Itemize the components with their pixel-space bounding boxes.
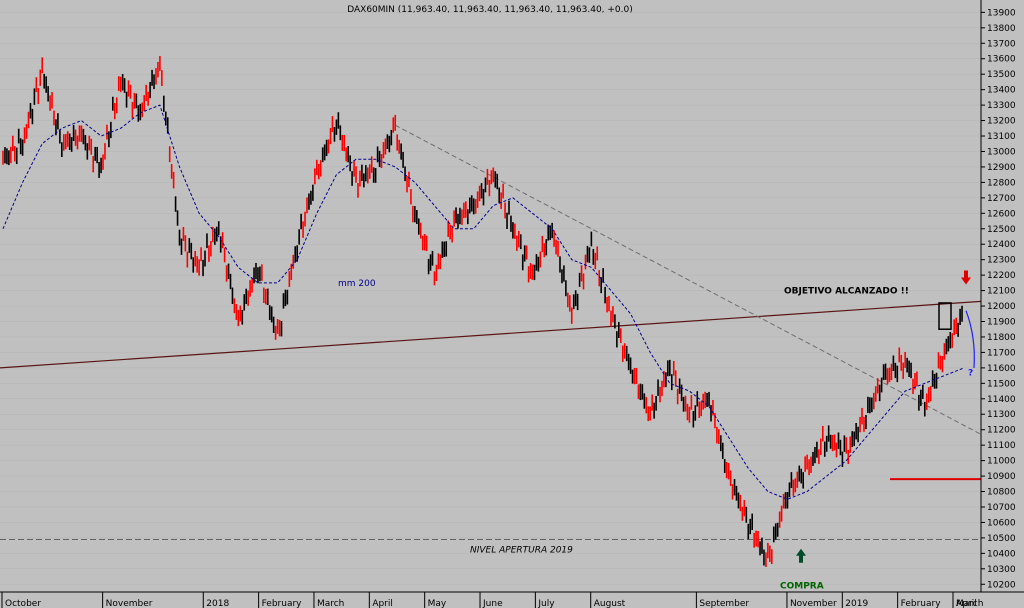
- y-tick-label: 12600: [987, 209, 1016, 219]
- moving-average-layer: [2, 104, 965, 500]
- y-tick-label: 13500: [987, 70, 1016, 80]
- y-tick-label: 12800: [987, 178, 1016, 188]
- x-tick-label: July: [537, 599, 555, 608]
- y-tick-label: 13200: [987, 117, 1016, 127]
- y-tick-label: 10700: [987, 503, 1016, 513]
- buy-text: COMPRA: [780, 581, 824, 591]
- y-tick-label: 13600: [987, 55, 1016, 65]
- chart-title: DAX60MIN (11,963.40, 11,963.40, 11,963.4…: [347, 5, 633, 15]
- y-tick-label: 13700: [987, 39, 1016, 49]
- y-tick-label: 13300: [987, 101, 1016, 111]
- support-trendline: [0, 300, 982, 369]
- objective-text: OBJETIVO ALCANZADO !!: [784, 287, 909, 297]
- buy-arrow-icon: [796, 548, 806, 563]
- moving-average-line: [2, 104, 965, 500]
- y-tick-label: 13100: [987, 132, 1016, 142]
- y-tick-label: 13800: [987, 24, 1016, 34]
- y-tick-label: 13900: [987, 8, 1016, 18]
- sell-arrow-icon: [961, 270, 971, 285]
- grid: [0, 12, 981, 585]
- x-tick-label: February: [262, 599, 303, 608]
- y-tick-label: 11200: [987, 426, 1016, 436]
- y-tick-label: 10800: [987, 488, 1016, 498]
- y-tick-label: 11100: [987, 441, 1016, 451]
- question-mark: ?: [968, 369, 973, 379]
- y-tick-label: 11800: [987, 333, 1016, 343]
- y-tick-label: 12300: [987, 256, 1016, 266]
- x-tick-label: October: [5, 599, 41, 608]
- y-tick-label: 10200: [987, 580, 1016, 590]
- x-tick-label: April: [956, 599, 977, 608]
- y-tick-label: 11000: [987, 457, 1016, 467]
- y-tick-label: 10900: [987, 472, 1016, 482]
- y-tick-label: 12200: [987, 271, 1016, 281]
- overlays: [0, 124, 982, 540]
- y-tick-label: 11500: [987, 379, 1016, 389]
- x-tick-label: February: [901, 599, 942, 608]
- x-tick-label: June: [482, 599, 503, 608]
- y-tick-label: 11700: [987, 348, 1016, 358]
- y-tick-label: 10300: [987, 565, 1016, 575]
- y-tick-label: 11300: [987, 410, 1016, 420]
- y-tick-label: 13000: [987, 147, 1016, 157]
- x-tick-label: September: [699, 599, 749, 608]
- candles: [2, 56, 963, 568]
- y-tick-label: 12700: [987, 194, 1016, 204]
- x-tick-label: 2018: [206, 599, 229, 608]
- projection-curve: [965, 310, 975, 368]
- y-tick-label: 10600: [987, 518, 1016, 528]
- opening-level-text: NIVEL APERTURA 2019: [470, 545, 573, 555]
- y-tick-label: 11900: [987, 318, 1016, 328]
- x-tick-label: April: [372, 599, 393, 608]
- y-tick-label: 10500: [987, 534, 1016, 544]
- x-tick-label: November: [790, 599, 837, 608]
- x-tick-label: May: [428, 599, 447, 608]
- x-tick-label: August: [594, 599, 626, 608]
- x-tick-label: 2019: [845, 599, 868, 608]
- x-tick-label: March: [317, 599, 344, 608]
- y-tick-label: 11600: [987, 364, 1016, 374]
- target-box: [938, 302, 952, 330]
- ma-label: mm 200: [338, 279, 376, 289]
- y-tick-label: 11400: [987, 395, 1016, 405]
- x-tick-label: March: [956, 599, 983, 608]
- y-tick-label: 12900: [987, 163, 1016, 173]
- y-tick-label: 12000: [987, 302, 1016, 312]
- y-tick-label: 13400: [987, 86, 1016, 96]
- x-tick-label: November: [106, 599, 153, 608]
- downtrend-line: [395, 124, 982, 435]
- y-tick-label: 10400: [987, 549, 1016, 559]
- y-tick-label: 12500: [987, 225, 1016, 235]
- annotations: mm 200 OBJETIVO ALCANZADO !! NIVEL APERTUR…: [338, 270, 975, 591]
- y-tick-label: 12100: [987, 287, 1016, 297]
- y-tick-label: 12400: [987, 240, 1016, 250]
